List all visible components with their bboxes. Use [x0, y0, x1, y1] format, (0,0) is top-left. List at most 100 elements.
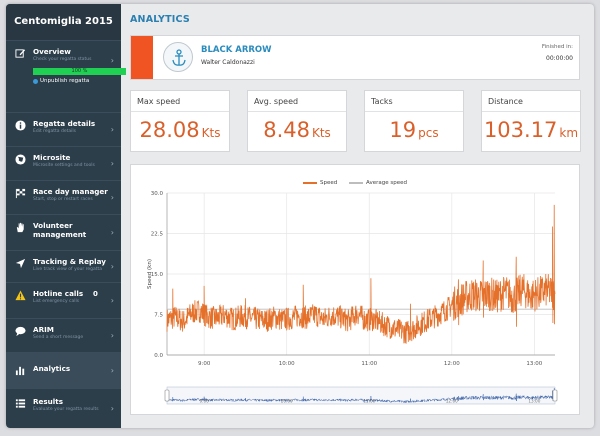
navigator-handle-left: [164, 389, 170, 402]
stat-value: 8.48: [263, 118, 310, 142]
stat-value-wrap: 103.17 km: [482, 112, 580, 142]
x-tick-label: 10:00: [279, 361, 295, 367]
navigator-tick-label: 9:00: [199, 399, 209, 404]
sidebar-item-sub: Evaluate your regatta results: [33, 407, 99, 412]
boat-card: BLACK ARROW Walter Caldonazzi Finished i…: [130, 35, 580, 80]
navigator-tick-label: 13:00: [528, 399, 540, 404]
sidebar-item-sub: Edit regatta details: [33, 129, 76, 134]
sidebar-item-volunteer-management[interactable]: Volunteer management ›: [6, 214, 121, 250]
legend-label: Speed: [320, 180, 338, 186]
sidebar-item-arim[interactable]: ARIM Send a short message ›: [6, 318, 121, 352]
globe-icon: [15, 154, 26, 165]
stat-title: Distance: [482, 91, 580, 112]
sidebar-item-results[interactable]: Results Evaluate your regatta results ›: [6, 388, 121, 428]
bar-chart-icon: [15, 366, 25, 376]
edit-icon: [15, 49, 26, 58]
unpublish-regatta-toggle[interactable]: Unpublish regatta: [33, 78, 109, 84]
app-window: Centomiglia 2015 Overview Check your reg…: [6, 4, 594, 428]
sidebar-item-label: Analytics: [33, 364, 71, 373]
stat-title: Max speed: [131, 91, 229, 112]
sidebar-item-overview[interactable]: Overview Check your regatta status 100 %…: [6, 40, 126, 112]
speed-chart-card: Speed Average speed 0.0 7.5 15.0 22.5 30.0 9:…: [130, 164, 580, 415]
chevron-right-icon: ›: [110, 192, 114, 202]
finished-label: Finished in:: [541, 44, 573, 50]
sidebar-item-label: Tracking & Replay: [33, 257, 106, 266]
y-tick-label: 30.0: [151, 191, 164, 197]
boat-skipper: Walter Caldonazzi: [201, 59, 255, 66]
stat-tacks: Tacks 19 pcs: [364, 90, 464, 152]
sidebar-item-hotline-calls[interactable]: Hotline calls List emergency calls 0 ›: [6, 282, 121, 318]
sidebar-item-sub: Check your regatta status: [33, 57, 92, 62]
legend-item-average[interactable]: Average speed: [349, 180, 407, 186]
boat-color-stripe: [131, 36, 153, 79]
stat-unit: km: [559, 126, 579, 140]
legend-item-speed[interactable]: Speed: [303, 180, 337, 186]
stat-value: 28.08: [139, 118, 200, 142]
anchor-icon: [163, 42, 193, 72]
navigator-tick-label: 12:00: [446, 399, 458, 404]
x-tick-label: 11:00: [361, 361, 377, 367]
y-tick-label: 7.5: [154, 313, 163, 319]
navigator-tick-label: 10:00: [281, 399, 293, 404]
sidebar-item-sub: List emergency calls: [33, 299, 80, 304]
unpublish-label: Unpublish regatta: [40, 78, 90, 84]
y-tick-label: 22.5: [151, 232, 164, 238]
sidebar-item-tracking-replay[interactable]: Tracking & Replay Live track view of you…: [6, 250, 121, 282]
chevron-right-icon: ›: [110, 403, 114, 413]
finished-value: 00:00:00: [546, 55, 573, 62]
stat-unit: pcs: [418, 126, 439, 140]
stat-avg-speed: Avg. speed 8.48 Kts: [247, 90, 347, 152]
sidebar-item-label: Overview: [33, 47, 71, 56]
chevron-right-icon: ›: [110, 124, 114, 134]
sidebar-item-label: Regatta details: [33, 119, 96, 128]
stat-value-wrap: 8.48 Kts: [248, 112, 346, 142]
y-tick-label: 15.0: [151, 272, 164, 278]
chevron-right-icon: ›: [110, 330, 114, 340]
speed-chart[interactable]: 0.0 7.5 15.0 22.5 30.0 9:00 10:00 11:00 12:00 13:…: [131, 165, 581, 416]
boat-name[interactable]: BLACK ARROW: [201, 45, 272, 55]
sidebar-item-sub: Live track view of your regatta: [33, 267, 103, 272]
sidebar-item-race-day-manager[interactable]: Race day manager Start, stop or restart …: [6, 180, 121, 214]
sidebar-item-analytics[interactable]: Analytics ›: [6, 352, 121, 388]
sidebar-item-label: ARIM: [33, 325, 54, 334]
y-tick-label: 0.0: [154, 353, 163, 359]
sidebar-item-label: Volunteer management: [33, 221, 87, 239]
sidebar-item-regatta-details[interactable]: Regatta details Edit regatta details ›: [6, 112, 121, 146]
sidebar-item-label: Race day manager: [33, 187, 108, 196]
chevron-right-icon: ›: [110, 295, 114, 305]
stat-value: 103.17: [483, 118, 558, 142]
stat-value: 19: [389, 118, 417, 142]
chevron-right-icon: ›: [110, 227, 114, 237]
regatta-progress-bar: 100 %: [33, 68, 126, 75]
stat-value-wrap: 28.08 Kts: [131, 112, 229, 142]
info-icon: [15, 120, 26, 131]
sidebar-item-sub: Start, stop or restart races: [33, 197, 93, 202]
sidebar-item-label: Results: [33, 397, 63, 406]
navigator-series: [166, 388, 556, 404]
navigator-tick-label: 11:00: [363, 399, 375, 404]
warning-icon: [15, 290, 26, 301]
chevron-right-icon: ›: [110, 56, 114, 65]
legend-label: Average speed: [366, 180, 407, 186]
app-title: Centomiglia 2015: [6, 4, 121, 40]
sidebar: Centomiglia 2015 Overview Check your reg…: [6, 4, 126, 428]
stat-unit: Kts: [311, 126, 331, 140]
flag-icon: [15, 188, 26, 199]
stat-value-wrap: 19 pcs: [365, 112, 463, 142]
y-axis-label: Speed (kn): [147, 259, 153, 289]
stat-unit: Kts: [201, 126, 221, 140]
chart-legend: Speed Average speed: [131, 180, 579, 186]
chevron-right-icon: ›: [110, 261, 114, 271]
chevron-right-icon: ›: [110, 365, 114, 375]
navigator-handle-right: [552, 389, 558, 402]
navigator-frame: [166, 386, 556, 405]
chat-icon: [15, 326, 26, 337]
chevron-right-icon: ›: [110, 158, 114, 168]
sidebar-item-microsite[interactable]: Microsite Microsite settings and tools ›: [6, 146, 121, 180]
main-content: ANALYTICS BLACK ARROW Walter Caldonazzi …: [121, 4, 594, 428]
location-arrow-icon: [15, 258, 26, 269]
x-tick-label: 12:00: [444, 361, 460, 367]
list-icon: [15, 399, 26, 408]
stat-title: Tacks: [365, 91, 463, 112]
radio-icon: [33, 78, 38, 84]
